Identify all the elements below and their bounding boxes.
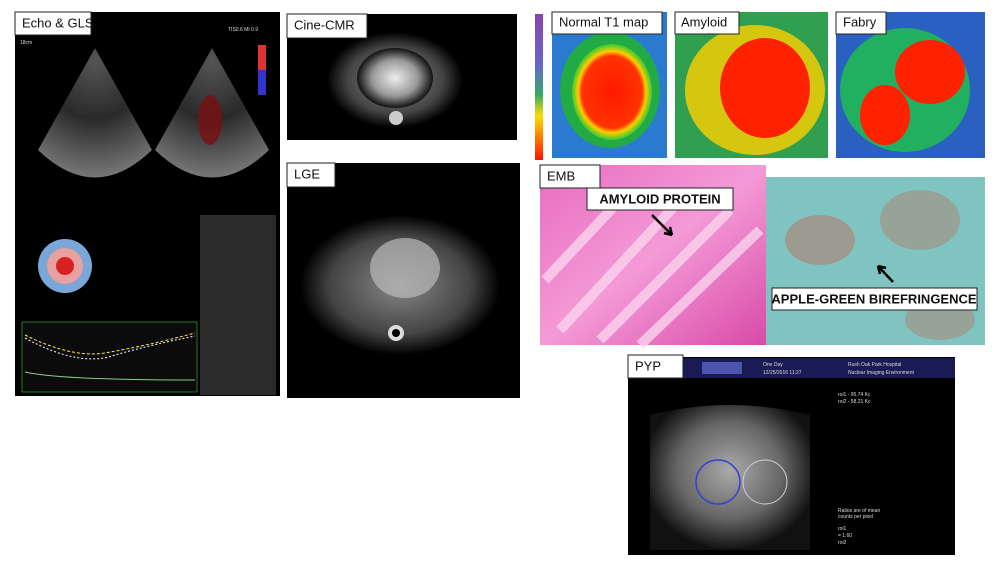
label-box (286, 13, 368, 39)
depth: 18cm (20, 40, 32, 46)
pyp-panel: One Day 12/25/2016 11:27 Rush Oak Park H… (627, 354, 955, 555)
lge-panel: LGE (286, 162, 520, 398)
annotation: AMYLOID PROTEIN (599, 191, 720, 206)
fibers (541, 196, 764, 349)
t1-colorbar (535, 14, 543, 160)
ecg (24, 371, 196, 381)
arrow (651, 214, 674, 237)
annotation-box (586, 187, 734, 211)
tissue (880, 190, 960, 250)
date: 12/25/2016 11:27 (763, 370, 802, 376)
annotation: APPLE-GREEN BIREFRINGENCE (771, 291, 976, 306)
blood-pool (572, 44, 652, 140)
roi2 (742, 459, 788, 505)
label-box (627, 354, 684, 379)
roi1 (695, 459, 741, 505)
emb-panel: AMYLOID PROTEIN APPLE-GREEN BIREFRINGENC… (539, 164, 985, 349)
ratio-note: Ratios are of mean (838, 508, 880, 514)
header-bar (683, 358, 955, 378)
panel-label: Amyloid (681, 14, 727, 29)
doppler-color (198, 95, 222, 145)
panel-label: Cine-CMR (294, 17, 355, 32)
study: One Day (763, 362, 783, 368)
aorta (389, 111, 403, 125)
ratio-note: counts per pixel (838, 514, 873, 520)
body-scan (650, 405, 810, 550)
arrow (876, 264, 894, 283)
label-box (674, 11, 740, 35)
panel-label: Fabry (843, 14, 877, 29)
header-tab (702, 362, 742, 374)
bullseye (56, 257, 74, 275)
label-box (539, 164, 601, 189)
heart (357, 48, 433, 108)
t1-panel: Normal T1 map Amyloid Fabry (535, 11, 985, 160)
blood-pool (720, 38, 810, 138)
echo-panel: 18cm TIS0.6 MI 0.9 Echo & GLS (14, 11, 280, 396)
label-box (835, 11, 887, 35)
tissue (785, 215, 855, 265)
strain-curve (24, 335, 196, 360)
strain-curve (24, 332, 196, 355)
system: Nuclear Imaging Environment (848, 370, 914, 376)
annotation-box (771, 287, 978, 311)
blood-pool (895, 40, 965, 104)
label-box (551, 11, 663, 35)
spine (392, 329, 400, 337)
ratio: roi2 (838, 540, 847, 546)
blood-pool (860, 85, 910, 145)
label-box (286, 162, 336, 188)
panel-label: PYP (635, 358, 661, 373)
heart (370, 238, 440, 298)
panel-label: EMB (547, 168, 575, 183)
hospital: Rush Oak Park Hospital (848, 362, 901, 368)
cine-panel: Cine-CMR (286, 13, 517, 140)
panel-label: LGE (294, 166, 320, 181)
panel-label: Echo & GLS (22, 15, 94, 30)
panel-label: Normal T1 map (559, 14, 648, 29)
index: TIS0.6 MI 0.9 (228, 27, 258, 33)
roi-count: roi2 - 58.21 Kc (838, 399, 871, 405)
ratio: roi1 (838, 526, 847, 532)
measurement-box (200, 215, 276, 395)
roi-count: roi1 - 95.74 Kc (838, 392, 871, 398)
ratio: = 1.60 (838, 533, 852, 539)
color-scale (258, 70, 266, 95)
label-box (14, 11, 92, 36)
echo-sector (38, 48, 152, 178)
